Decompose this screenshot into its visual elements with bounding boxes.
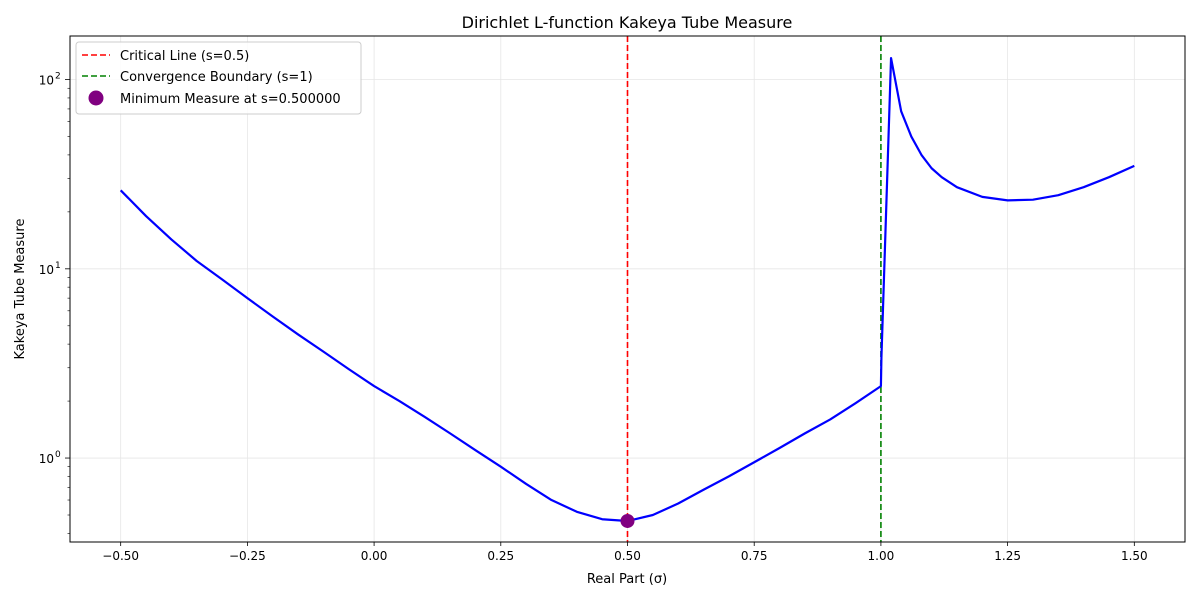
x-tick-label-4: 0.50 <box>614 549 641 563</box>
y-tick-label-0: 10 <box>39 452 54 466</box>
legend-label-minimum-marker: Minimum Measure at s=0.500000 <box>120 92 341 107</box>
legend-box <box>75 41 362 115</box>
x-tick-label-8: 1.50 <box>1121 549 1148 563</box>
reference-lines <box>626 36 882 542</box>
chart-title: Dirichlet L-function Kakeya Tube Measure <box>462 13 793 32</box>
grid <box>70 36 1185 542</box>
minimum-marker <box>620 513 635 528</box>
series-line-0 <box>119 56 1135 523</box>
y-tick-exponent-1: 1 <box>55 261 61 271</box>
y-tick-label-1: 10 <box>39 263 54 277</box>
x-tick-label-5: 0.75 <box>741 549 768 563</box>
marker-layer <box>620 513 635 528</box>
series-lines <box>119 56 1135 523</box>
y-tick-exponent-2: 2 <box>55 72 61 82</box>
y-tick-exponent-0: 0 <box>55 450 61 460</box>
x-tick-label-2: 0.00 <box>361 549 388 563</box>
x-tick-label-1: −0.25 <box>229 549 266 563</box>
x-tick-label-3: 0.25 <box>487 549 514 563</box>
legend-label-critical-line: Critical Line (s=0.5) <box>120 49 249 64</box>
x-axis-label: Real Part (σ) <box>587 572 667 587</box>
legend-label-convergence-boundary: Convergence Boundary (s=1) <box>120 70 313 85</box>
y-axis-label: Kakeya Tube Measure <box>13 219 28 360</box>
x-tick-label-6: 1.00 <box>868 549 895 563</box>
legend-swatch-minimum-marker <box>88 90 104 106</box>
legend: Critical Line (s=0.5) Convergence Bounda… <box>75 41 362 115</box>
x-tick-label-7: 1.25 <box>994 549 1021 563</box>
y-tick-label-2: 10 <box>39 74 54 88</box>
x-axis-ticks: −0.50 −0.25 0.00 0.25 0.50 0.75 1.00 1.25 1.50 <box>102 542 1148 563</box>
x-tick-label-0: −0.50 <box>102 549 139 563</box>
